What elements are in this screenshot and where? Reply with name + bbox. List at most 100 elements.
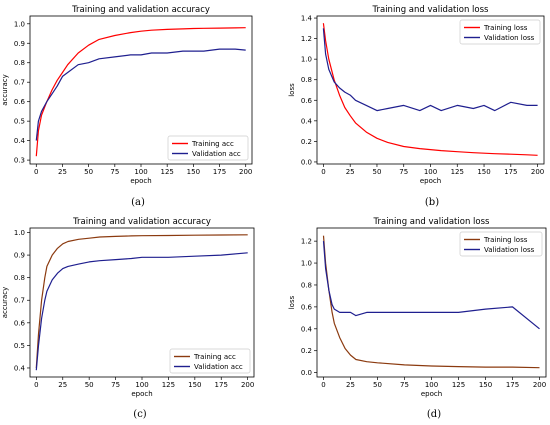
chart-title: Training and validation loss bbox=[373, 217, 490, 227]
x-tick-label: 25 bbox=[58, 168, 67, 176]
x-tick-label: 150 bbox=[188, 381, 201, 389]
legend-label: Training loss bbox=[483, 24, 528, 32]
y-tick-label: 0.8 bbox=[301, 281, 312, 289]
x-tick-label: 200 bbox=[241, 381, 254, 389]
x-tick-label: 100 bbox=[424, 168, 437, 176]
y-tick-label: 0.4 bbox=[301, 117, 313, 125]
caption-c: (c) bbox=[133, 409, 147, 420]
x-tick-label: 150 bbox=[477, 168, 490, 176]
y-tick-label: 0.4 bbox=[14, 137, 26, 145]
y-tick-label: 1.0 bbox=[301, 56, 312, 64]
x-axis-label: epoch bbox=[130, 177, 151, 185]
x-tick-label: 125 bbox=[162, 381, 175, 389]
y-tick-label: 0.6 bbox=[14, 319, 26, 327]
legend: Training acc Validation acc bbox=[167, 135, 249, 161]
x-tick-label: 0 bbox=[321, 168, 325, 176]
x-tick-label: 25 bbox=[58, 381, 67, 389]
chart-panel-3: 0 25 50 75 100 125 150 175 200 0.4 0.5 0.6 0.7 0.8 0.9… bbox=[1, 217, 255, 398]
x-tick-label: 200 bbox=[533, 381, 546, 389]
x-tick-label: 100 bbox=[135, 381, 148, 389]
y-tick-label: 0.8 bbox=[301, 76, 312, 84]
y-tick-label: 0.3 bbox=[14, 157, 25, 165]
x-tick-label: 100 bbox=[425, 381, 438, 389]
x-tick-label: 125 bbox=[452, 381, 465, 389]
y-tick-label: 1.0 bbox=[14, 229, 25, 237]
y-tick-label: 1.4 bbox=[301, 15, 313, 23]
y-tick-label: 0.9 bbox=[14, 40, 25, 48]
legend-box bbox=[459, 231, 543, 257]
y-axis-label: loss bbox=[288, 295, 296, 309]
y-tick-label: 0.7 bbox=[14, 79, 25, 87]
series-line-1 bbox=[322, 23, 538, 156]
chart-title: Training and validation loss bbox=[372, 5, 489, 15]
x-tick-label: 75 bbox=[110, 168, 119, 176]
x-tick-label: 125 bbox=[451, 168, 464, 176]
x-tick-label: 25 bbox=[346, 168, 355, 176]
caption-d: (d) bbox=[427, 409, 441, 420]
y-tick-label: 0.2 bbox=[301, 138, 312, 146]
y-tick-label: 0.5 bbox=[14, 342, 25, 350]
x-tick-label: 0 bbox=[321, 381, 325, 389]
x-tick-label: 125 bbox=[160, 168, 173, 176]
y-tick-label: 0.0 bbox=[301, 158, 312, 166]
series-line-2 bbox=[35, 48, 246, 141]
y-tick-label: 0.6 bbox=[301, 97, 313, 105]
x-tick-label: 175 bbox=[504, 168, 517, 176]
chart-panel-1: 0 25 50 75 100 125 150 175 200 0.3 0.4 0.5 0.6 0.7 0.8… bbox=[1, 5, 252, 185]
chart-title: Training and validation accuracy bbox=[72, 217, 211, 227]
legend-label: Training acc bbox=[193, 353, 236, 361]
legend-label: Validation loss bbox=[484, 246, 535, 254]
y-tick-label: 1.2 bbox=[301, 35, 312, 43]
caption-b: (b) bbox=[425, 197, 439, 208]
y-tick-label: 0.8 bbox=[14, 274, 25, 282]
x-axis-label: epoch bbox=[131, 390, 152, 398]
x-tick-label: 50 bbox=[84, 168, 93, 176]
x-tick-label: 75 bbox=[400, 381, 409, 389]
series-line-1 bbox=[35, 27, 246, 157]
y-tick-label: 0.5 bbox=[14, 118, 25, 126]
legend-label: Validation loss bbox=[484, 34, 535, 42]
series-line-1 bbox=[322, 235, 540, 369]
y-tick-label: 1.0 bbox=[301, 260, 312, 268]
y-tick-label: 0.7 bbox=[14, 297, 25, 305]
x-axis-label: epoch bbox=[421, 390, 442, 398]
legend: Training acc Validation acc bbox=[169, 348, 251, 374]
x-tick-label: 150 bbox=[187, 168, 200, 176]
y-tick-label: 0.8 bbox=[14, 59, 25, 67]
x-tick-label: 175 bbox=[213, 168, 226, 176]
x-tick-label: 200 bbox=[531, 168, 544, 176]
y-tick-label: 0.4 bbox=[301, 325, 313, 333]
x-axis-label: epoch bbox=[420, 177, 441, 185]
x-tick-label: 0 bbox=[34, 381, 38, 389]
series-line-2 bbox=[322, 28, 538, 112]
series-line-1 bbox=[35, 234, 248, 369]
chart-panel-4: 0 25 50 75 100 125 150 175 200 0.0 0.2 0.4 0.6 0.8 1.0… bbox=[288, 217, 547, 398]
x-tick-label: 75 bbox=[111, 381, 120, 389]
caption-a: (a) bbox=[131, 197, 145, 208]
x-tick-label: 175 bbox=[215, 381, 228, 389]
x-tick-label: 25 bbox=[346, 381, 355, 389]
y-tick-label: 0.6 bbox=[14, 98, 26, 106]
x-tick-label: 175 bbox=[506, 381, 519, 389]
legend-label: Validation acc bbox=[194, 363, 243, 371]
y-tick-label: 0.9 bbox=[14, 252, 25, 260]
y-axis-label: accuracy bbox=[1, 287, 9, 319]
y-axis-label: loss bbox=[288, 83, 296, 97]
series-line-2 bbox=[322, 241, 540, 330]
chart-title: Training and validation accuracy bbox=[71, 5, 210, 15]
y-tick-label: 0.4 bbox=[14, 364, 26, 372]
series-line-2 bbox=[35, 252, 248, 371]
y-tick-label: 1.2 bbox=[301, 238, 312, 246]
x-tick-label: 0 bbox=[34, 168, 38, 176]
x-tick-label: 50 bbox=[85, 381, 94, 389]
y-tick-label: 0.6 bbox=[301, 303, 313, 311]
y-tick-label: 0.0 bbox=[301, 369, 312, 377]
x-tick-label: 100 bbox=[134, 168, 147, 176]
legend: Training loss Validation loss bbox=[459, 19, 541, 45]
x-tick-label: 150 bbox=[479, 381, 492, 389]
y-tick-label: 0.2 bbox=[301, 347, 312, 355]
x-tick-label: 75 bbox=[399, 168, 408, 176]
y-tick-label: 1.0 bbox=[14, 20, 25, 28]
legend-label: Validation acc bbox=[192, 150, 241, 158]
